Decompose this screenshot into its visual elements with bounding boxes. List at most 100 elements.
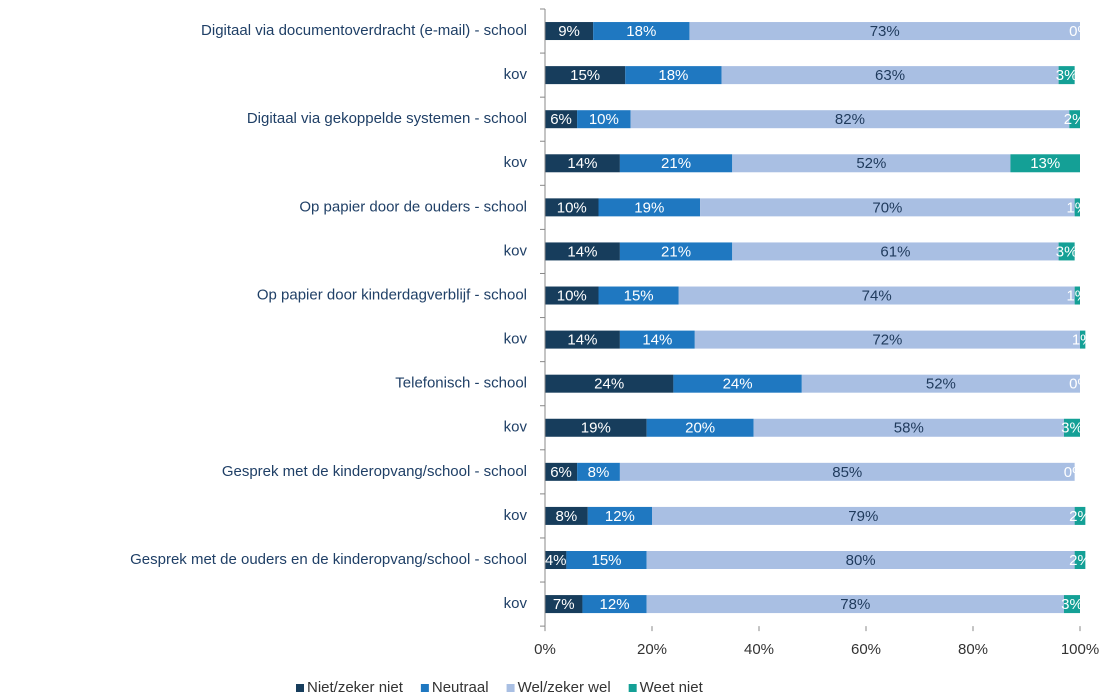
- bar-segment: [673, 374, 802, 393]
- data-label: 21%: [661, 155, 691, 172]
- legend-label: Neutraal: [432, 679, 489, 696]
- bar-segment: [587, 506, 652, 525]
- bar-segment: [1069, 110, 1080, 129]
- data-label: 20%: [685, 420, 715, 437]
- category-label: Digitaal via documentoverdracht (e-mail)…: [201, 22, 527, 39]
- bar-segment: [678, 286, 1075, 305]
- bar-segment: [646, 595, 1064, 614]
- category-label: kov: [504, 154, 528, 171]
- legend-label: Niet/zeker niet: [307, 679, 404, 696]
- bar-segment: [545, 242, 620, 261]
- data-label: 1%: [1066, 287, 1088, 304]
- data-label: 6%: [550, 111, 572, 128]
- data-label: 72%: [872, 332, 902, 349]
- bar-segment: [1063, 595, 1080, 614]
- category-label: Op papier door kinderdagverblijf - schoo…: [257, 286, 527, 303]
- data-label: 8%: [588, 464, 610, 481]
- x-tick-label: 40%: [744, 641, 774, 658]
- data-label: 52%: [926, 376, 956, 393]
- data-label: 15%: [624, 287, 654, 304]
- bar-segment: [630, 110, 1070, 129]
- bar-segment: [545, 418, 647, 437]
- bar-segment: [801, 374, 1080, 393]
- data-label: 73%: [870, 23, 900, 40]
- bar-segment: [582, 595, 647, 614]
- category-label: Gesprek met de ouders en de kinderopvang…: [130, 551, 527, 568]
- bar-segment: [598, 286, 679, 305]
- bar-segment: [593, 22, 690, 41]
- bar-segment: [1010, 154, 1080, 173]
- bar-segment: [545, 330, 620, 349]
- x-tick-label: 60%: [851, 641, 881, 658]
- bar-segment: [619, 154, 733, 173]
- legend-swatch: [628, 684, 637, 692]
- bar-segment: [1058, 66, 1075, 85]
- data-label: 10%: [557, 199, 587, 216]
- data-label: 13%: [1030, 155, 1060, 172]
- data-label: 19%: [634, 199, 664, 216]
- bar-segment: [646, 418, 754, 437]
- bar-segment: [1074, 551, 1086, 569]
- category-label: kov: [504, 595, 528, 612]
- bar-segment: [545, 22, 594, 41]
- bar-segment: [545, 110, 578, 129]
- bar-segment: [753, 418, 1064, 437]
- data-label: 14%: [567, 155, 597, 172]
- data-label: 70%: [872, 199, 902, 216]
- bar-segment: [566, 551, 647, 569]
- bar-segment: [545, 154, 620, 173]
- bar-segment: [577, 110, 631, 129]
- bar-segment: [1058, 242, 1075, 261]
- data-label: 6%: [550, 464, 572, 481]
- x-tick-label: 0%: [534, 641, 556, 658]
- category-label: kov: [504, 242, 528, 259]
- bar-segment: [1074, 286, 1080, 305]
- data-label: 24%: [594, 376, 624, 393]
- data-label: 85%: [832, 464, 862, 481]
- data-label: 80%: [846, 552, 876, 569]
- data-label: 19%: [581, 420, 611, 437]
- data-label: 61%: [880, 243, 910, 260]
- data-label: 12%: [600, 596, 630, 613]
- data-label: 15%: [592, 552, 622, 569]
- bar-segment: [545, 506, 588, 525]
- data-label: 0%: [1069, 376, 1091, 393]
- bar-segment: [545, 286, 599, 305]
- data-label: 4%: [545, 552, 567, 569]
- bar-segment: [732, 154, 1011, 173]
- data-label: 8%: [556, 508, 578, 525]
- data-label: 3%: [1056, 243, 1078, 260]
- data-label: 14%: [567, 243, 597, 260]
- bar-segment: [700, 198, 1075, 217]
- data-label: 2%: [1069, 508, 1091, 525]
- data-label: 7%: [553, 596, 575, 613]
- data-label: 82%: [835, 111, 865, 128]
- data-label: 18%: [658, 67, 688, 84]
- bar-segment: [1074, 506, 1086, 525]
- bar-segment: [545, 462, 578, 481]
- data-label: 79%: [848, 508, 878, 525]
- bar-segment: [732, 242, 1059, 261]
- category-label: kov: [504, 331, 528, 348]
- data-label: 10%: [589, 111, 619, 128]
- bar-segment: [545, 66, 626, 85]
- bar-segment: [619, 462, 1075, 481]
- bar-segment: [1063, 418, 1080, 437]
- category-label: kov: [504, 507, 528, 524]
- bar-segment: [577, 462, 620, 481]
- bar-segment: [1080, 330, 1086, 349]
- bar-segment: [598, 198, 701, 217]
- x-tick-label: 20%: [637, 641, 667, 658]
- bar-segment: [545, 595, 583, 614]
- data-label: 14%: [642, 332, 672, 349]
- bar-segment: [545, 551, 567, 569]
- data-label: 24%: [723, 376, 753, 393]
- category-label: Op papier door de ouders - school: [299, 198, 527, 215]
- data-label: 18%: [626, 23, 656, 40]
- bar-segment: [652, 506, 1075, 525]
- legend-label: Wel/zeker wel: [518, 679, 611, 696]
- data-label: 2%: [1069, 552, 1091, 569]
- data-label: 21%: [661, 243, 691, 260]
- category-label: kov: [504, 419, 528, 436]
